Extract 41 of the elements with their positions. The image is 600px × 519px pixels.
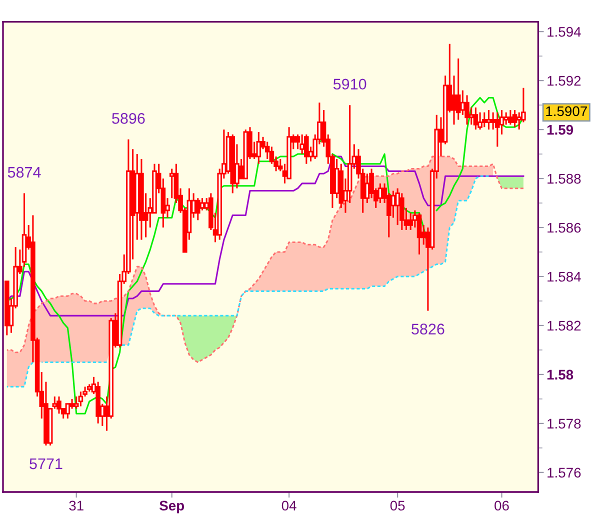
candlestick — [504, 112, 508, 126]
annotation: 5826 — [412, 324, 444, 335]
candlestick — [295, 134, 300, 150]
candlestick — [364, 172, 370, 204]
candlestick — [256, 131, 262, 165]
candlestick — [74, 396, 79, 410]
text: 1.5907 — [546, 106, 587, 116]
candlestick — [78, 390, 84, 408]
annotation: 5771 — [30, 458, 62, 470]
annotation: 5896 — [112, 113, 145, 124]
x-tick-label: 31 — [69, 500, 84, 511]
candlestick — [56, 396, 62, 414]
x-tick-label: 05 — [390, 500, 405, 511]
x-tick-label: 04 — [282, 500, 296, 511]
annotation: 5874 — [8, 166, 41, 178]
candlestick — [456, 58, 461, 121]
annotation: 5910 — [333, 78, 366, 90]
y-tick-label: 1.588 — [548, 174, 581, 184]
y-tick-label: 1.59 — [547, 124, 574, 135]
candlestick — [464, 94, 470, 126]
candlestick — [482, 112, 487, 128]
x-tick-label: Sep — [160, 500, 184, 514]
y-tick-label: 1.578 — [548, 418, 581, 429]
y-tick-label: 1.576 — [548, 468, 581, 478]
candlestick — [264, 141, 270, 160]
candlestick — [512, 109, 518, 128]
candlestick — [65, 403, 70, 420]
y-tick-label: 1.594 — [548, 26, 581, 37]
candlestick — [486, 109, 492, 130]
candlestick — [452, 74, 456, 126]
x-tick-label: 06 — [494, 500, 509, 511]
y-tick-label: 1.592 — [548, 76, 581, 86]
y-tick-label: 1.58 — [547, 370, 574, 380]
candlestick — [473, 106, 478, 130]
y-tick-label: 1.582 — [548, 320, 581, 331]
y-tick-label: 1.584 — [548, 272, 581, 282]
candlestick — [416, 212, 422, 256]
candlestick — [169, 168, 174, 199]
candlestick — [478, 112, 482, 130]
y-tick-label: 1.586 — [548, 222, 581, 233]
candlestick — [408, 212, 413, 231]
